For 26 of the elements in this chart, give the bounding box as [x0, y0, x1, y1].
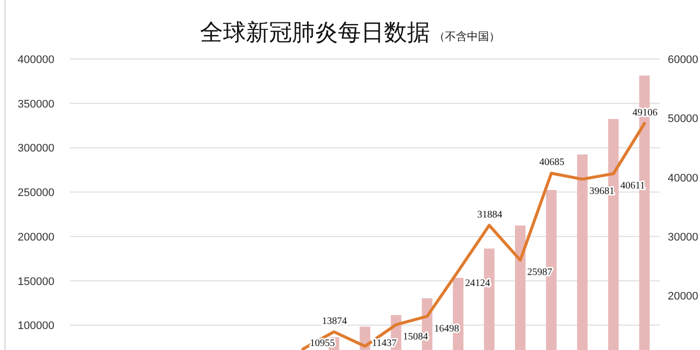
y-tick-label: 250000 — [18, 187, 54, 200]
data-label: 49106 — [632, 107, 658, 118]
data-label: 15084 — [403, 332, 428, 343]
chart-subtitle: （不含中国） — [434, 30, 500, 43]
data-label: 16498 — [434, 323, 460, 334]
y-tick-label: 100000 — [18, 320, 54, 332]
y2-tick-label: 50000 — [668, 113, 698, 126]
y-tick-label: 150000 — [18, 276, 54, 288]
y2-tick-label: 40000 — [668, 172, 698, 184]
y2-tick-label: 60000 — [668, 54, 698, 66]
data-label: 13874 — [322, 316, 347, 327]
y-tick-label: 350000 — [18, 98, 54, 110]
line-series — [301, 122, 646, 350]
data-label: 40611 — [620, 180, 646, 192]
y-tick-label: 200000 — [18, 231, 54, 244]
y2-tick-label: 30000 — [668, 231, 698, 244]
data-label: 25987 — [527, 267, 552, 278]
y2-tick-label: 20000 — [668, 290, 698, 303]
data-label: 40685 — [539, 157, 564, 168]
data-label: 31884 — [477, 209, 502, 220]
data-label: 11437 — [372, 338, 397, 349]
y-tick-label: 400000 — [18, 54, 54, 66]
data-label: 24124 — [465, 278, 490, 290]
data-label: 39681 — [589, 186, 614, 198]
chart-title: 全球新冠肺炎每日数据 — [200, 20, 430, 45]
y-tick-label: 300000 — [18, 142, 54, 155]
